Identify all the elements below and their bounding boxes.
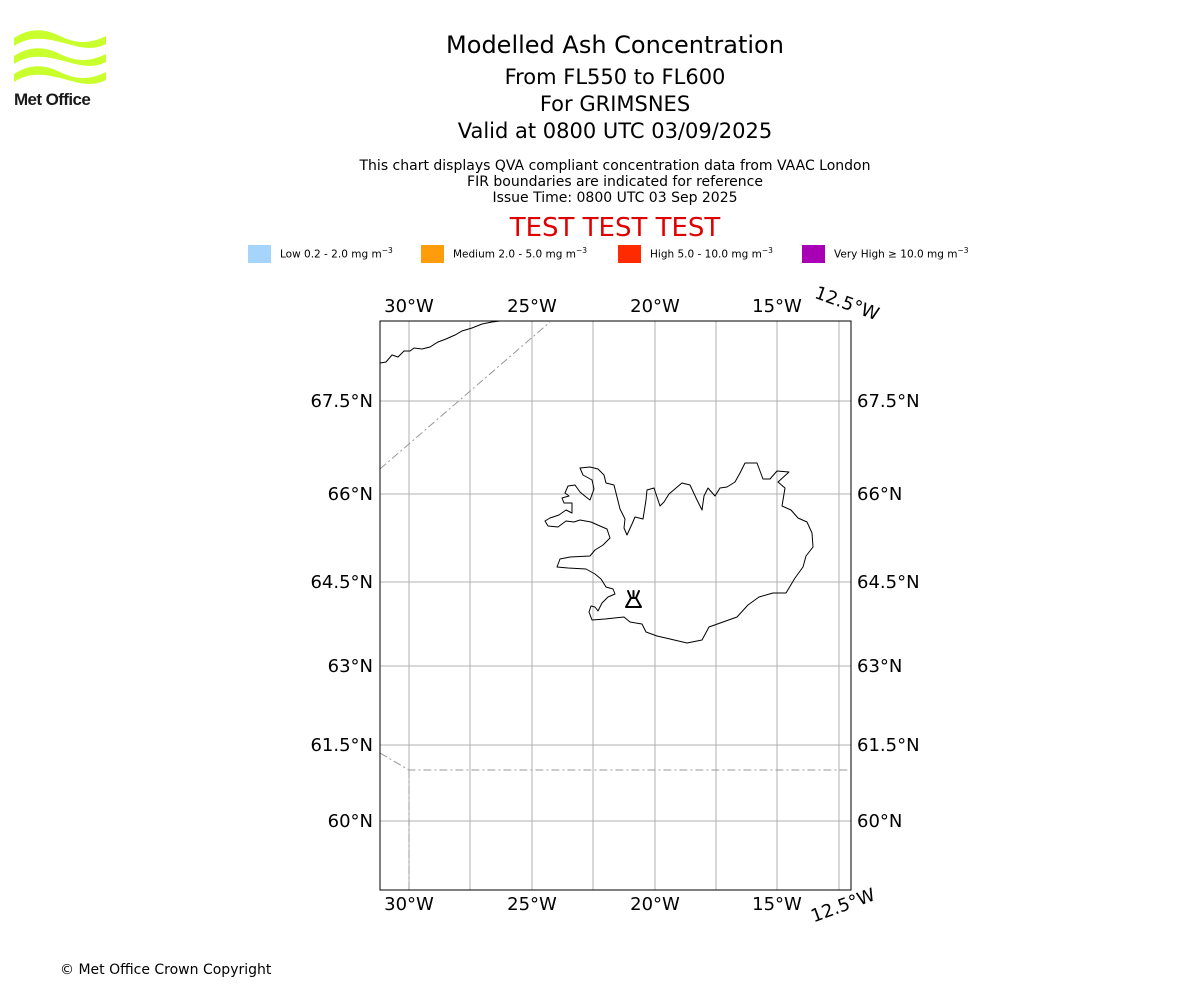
chart-subtitles: From FL550 to FL600 For GRIMSNES Valid a… [0, 64, 1200, 145]
lat-label: 63°N [857, 656, 902, 677]
lat-label: 64.5°N [857, 572, 920, 593]
lon-label: 20°W [630, 894, 680, 915]
lat-label: 66°N [328, 484, 373, 505]
copyright-notice: © Met Office Crown Copyright [60, 962, 272, 978]
lon-label: 30°W [384, 296, 434, 317]
volcano-icon [625, 590, 642, 608]
lon-label: 12.5°W [808, 884, 878, 927]
legend-label-very-high: Very High ≥ 10.0 mg m−3 [834, 246, 969, 261]
lat-label: 67.5°N [857, 391, 920, 412]
flight-level-range: From FL550 to FL600 [504, 65, 726, 89]
legend-label-medium: Medium 2.0 - 5.0 mg m−3 [453, 246, 588, 261]
lat-label: 66°N [857, 484, 902, 505]
lon-label: 30°W [384, 894, 434, 915]
legend-swatch-low [248, 245, 271, 263]
lon-label: 15°W [752, 894, 802, 915]
lat-label: 61.5°N [310, 735, 373, 756]
lat-label: 67.5°N [310, 391, 373, 412]
fir-boundary [379, 752, 851, 771]
fir-boundaries [379, 321, 851, 890]
lat-label: 61.5°N [857, 735, 920, 756]
fir-note: FIR boundaries are indicated for referen… [467, 174, 763, 190]
chart-notes: This chart displays QVA compliant concen… [0, 158, 1200, 206]
graticule [380, 321, 851, 890]
met-office-waves-icon [14, 30, 106, 84]
legend-swatch-medium [421, 245, 444, 263]
legend-swatch-high [618, 245, 641, 263]
lon-label: 25°W [507, 296, 557, 317]
legend-label-high: High 5.0 - 10.0 mg m−3 [650, 246, 773, 261]
volcano-name: For GRIMSNES [539, 92, 691, 116]
iceland-coastline [544, 462, 814, 644]
legend-swatch-very-high [802, 245, 825, 263]
qva-note: This chart displays QVA compliant concen… [359, 158, 871, 174]
met-office-wordmark: Met Office [14, 90, 91, 109]
issue-time: Issue Time: 0800 UTC 03 Sep 2025 [492, 190, 738, 206]
lat-label: 60°N [328, 811, 373, 832]
test-banner: TEST TEST TEST [509, 213, 721, 243]
chart-title: Modelled Ash Concentration [446, 31, 784, 59]
legend-label-low: Low 0.2 - 2.0 mg m−3 [280, 246, 393, 261]
valid-time: Valid at 0800 UTC 03/09/2025 [457, 119, 773, 143]
greenland-coastline [379, 320, 501, 364]
map-frame [379, 320, 852, 891]
fir-boundary [379, 321, 551, 470]
lat-label: 60°N [857, 811, 902, 832]
met-office-logo: Met Office [14, 30, 110, 112]
lon-label: 25°W [507, 894, 557, 915]
lon-label: 12.5°W [812, 283, 882, 326]
lat-label: 63°N [328, 656, 373, 677]
lon-label: 15°W [752, 296, 802, 317]
lon-label: 20°W [630, 296, 680, 317]
lat-label: 64.5°N [310, 572, 373, 593]
